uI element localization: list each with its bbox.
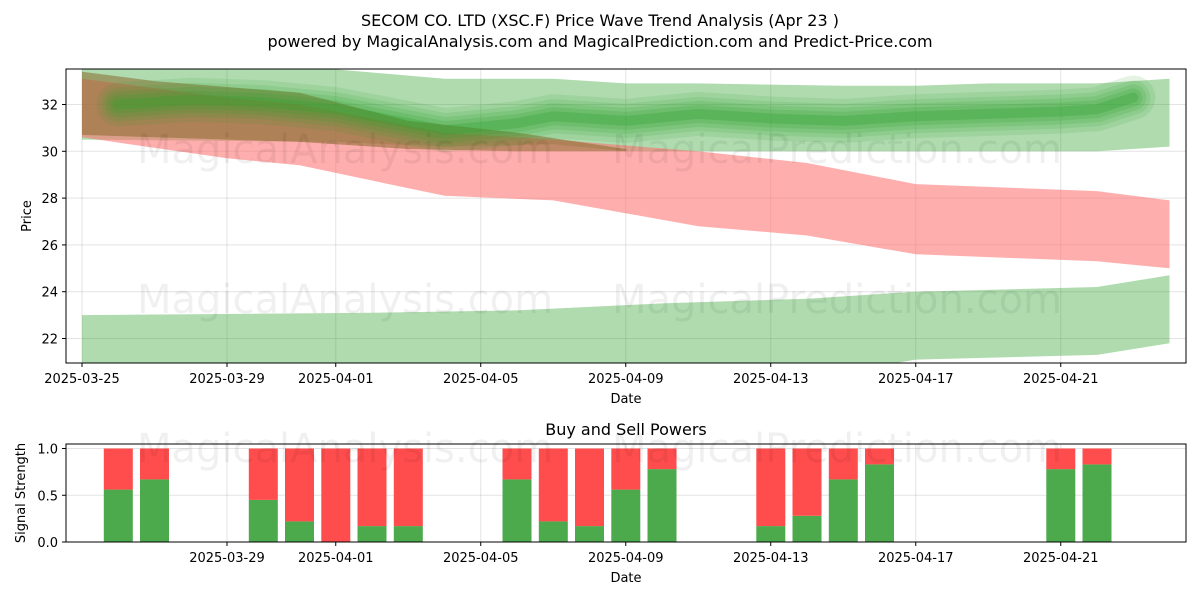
x-tick-label: 2025-04-05 (443, 372, 519, 387)
sell-bar (611, 448, 641, 490)
sell-bar (647, 448, 677, 470)
buy-bar (502, 479, 532, 542)
buy-bar (357, 526, 387, 542)
x-tick-label: 2025-04-13 (733, 372, 809, 387)
powers-title: Buy and Sell Powers (545, 420, 707, 439)
buy-bar (828, 479, 858, 542)
price-trend (96, 75, 1156, 153)
powers-watermarks: MagicalAnalysis.com MagicalPrediction.co… (137, 426, 1062, 472)
sell-bar (575, 448, 604, 527)
x-tick-label: 2025-04-21 (1023, 372, 1099, 387)
powers-ylabel: Signal Strength (14, 443, 29, 543)
trend-line-layer (109, 88, 1143, 140)
watermark-text: MagicalAnalysis.com (137, 426, 553, 472)
sell-bar (140, 448, 169, 480)
x-tick-label: 2025-04-05 (443, 551, 519, 566)
sell-bar (393, 448, 423, 527)
trend-line-layer (113, 92, 1139, 136)
powers-bars (103, 448, 1112, 542)
trend-line-layer (96, 75, 1156, 153)
x-tick-label: 2025-04-09 (588, 372, 664, 387)
y-tick-label: 1.0 (37, 443, 58, 458)
price-bands (82, 69, 1170, 363)
chart-subtitle: powered by MagicalAnalysis.com and Magic… (267, 32, 932, 51)
buy-bar (393, 526, 423, 542)
watermark-text: MagicalPrediction.com (612, 426, 1062, 472)
price-ylabel: Price (20, 200, 35, 232)
buy-bar (647, 469, 677, 542)
buy-bar (538, 521, 568, 542)
sell-bar (357, 448, 387, 527)
x-tick-label: 2025-03-29 (189, 551, 265, 566)
band-brown-2 (82, 71, 626, 152)
y-tick-label: 26 (41, 239, 58, 254)
x-tick-label: 2025-04-17 (878, 372, 954, 387)
sell-bar (103, 448, 133, 490)
powers-xlabel: Date (610, 571, 641, 586)
price-watermarks: MagicalAnalysis.com MagicalPrediction.co… (137, 127, 1062, 323)
sell-bar (502, 448, 532, 480)
buy-bar (611, 489, 641, 542)
x-tick-label: 2025-04-09 (588, 551, 664, 566)
sell-bar (792, 448, 822, 516)
sell-bar (248, 448, 278, 500)
price-xlabel: Date (610, 392, 641, 407)
watermark-text: MagicalPrediction.com (612, 127, 1062, 173)
y-tick-label: 28 (41, 192, 58, 207)
sell-bar (321, 448, 351, 542)
buy-bar (756, 526, 786, 542)
y-tick-label: 32 (41, 99, 58, 114)
sell-bar (828, 448, 858, 480)
sell-bar (865, 448, 894, 465)
watermark-text: MagicalPrediction.com (612, 277, 1062, 323)
y-tick-label: 24 (41, 286, 58, 301)
x-tick-label: 2025-03-29 (189, 372, 265, 387)
y-tick-label: 22 (41, 333, 58, 348)
buy-bar (248, 499, 278, 542)
x-tick-label: 2025-04-13 (733, 551, 809, 566)
x-tick-label: 2025-03-25 (44, 372, 120, 387)
trend-line-layer (105, 84, 1147, 144)
trend-line-layer (101, 80, 1151, 148)
buy-bar (1082, 464, 1112, 542)
band-green-3 (82, 275, 1170, 363)
buy-bar (575, 526, 604, 542)
buy-bar (140, 479, 169, 542)
x-tick-label: 2025-04-21 (1023, 551, 1099, 566)
sell-bar (538, 448, 568, 522)
buy-bar (1046, 469, 1076, 542)
powers-axis-ticks: 2025-03-29 2025-04-01 2025-04-05 2025-04-09… (37, 443, 1098, 567)
chart-title: SECOM CO. LTD (XSC.F) Price Wave Trend A… (361, 11, 839, 30)
sell-bar (1082, 448, 1112, 465)
sell-bar (1046, 448, 1076, 470)
buy-bar (285, 521, 314, 542)
y-tick-label: 30 (41, 145, 58, 160)
sell-bar (756, 448, 786, 527)
x-tick-label: 2025-04-17 (878, 551, 954, 566)
sell-bar (285, 448, 314, 522)
y-tick-label: 0.5 (37, 489, 58, 504)
watermark-text: MagicalAnalysis.com (137, 127, 553, 173)
x-tick-label: 2025-04-01 (298, 551, 374, 566)
buy-bar (103, 489, 133, 542)
watermark-text: MagicalAnalysis.com (137, 277, 553, 323)
x-tick-label: 2025-04-01 (298, 372, 374, 387)
y-tick-label: 0.0 (37, 536, 58, 551)
buy-bar (865, 464, 894, 542)
price-axis-ticks: 2025-03-25 2025-03-29 2025-04-01 2025-04-05… (41, 99, 1098, 388)
buy-bar (792, 515, 822, 542)
